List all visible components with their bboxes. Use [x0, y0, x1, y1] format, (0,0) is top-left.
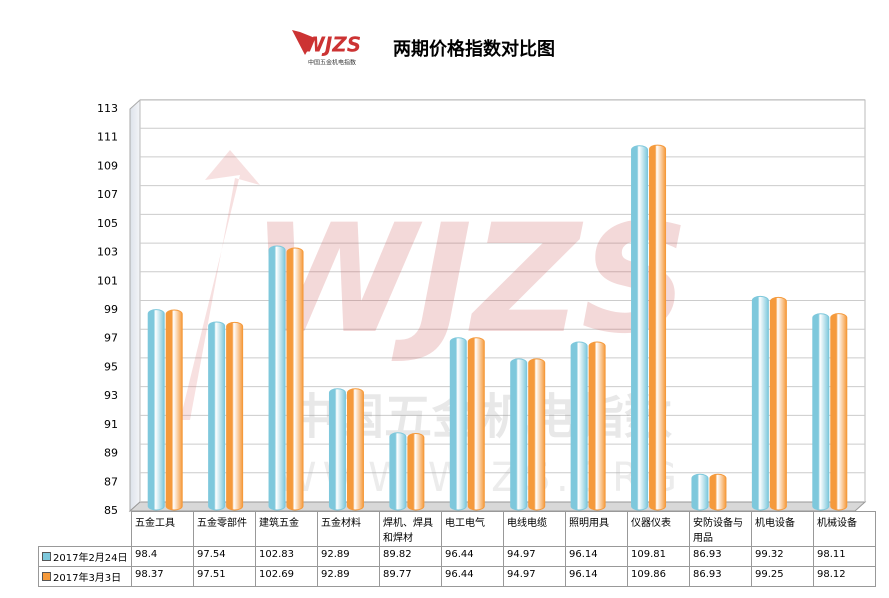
table-value: 102.69: [255, 566, 318, 587]
table-value: 92.89: [317, 546, 380, 567]
y-tick-label: 109: [97, 159, 118, 172]
table-value: 99.32: [751, 546, 814, 567]
table-value: 98.12: [813, 566, 876, 587]
bar: [812, 313, 830, 511]
table-value: 89.77: [379, 566, 442, 587]
x-tick-label: 五金工具: [131, 511, 194, 547]
bar: [147, 309, 165, 511]
bar: [286, 247, 304, 511]
table-value: 109.81: [627, 546, 690, 567]
legend-entry: 2017年3月3日: [38, 566, 132, 587]
bar: [208, 321, 226, 511]
x-tick-label: 五金零部件: [193, 511, 256, 547]
y-tick-label: 111: [97, 131, 118, 144]
y-tick-label: 87: [104, 475, 118, 488]
x-tick-label: 仪器仪表: [627, 511, 690, 547]
table-value: 96.14: [565, 546, 628, 567]
bar: [510, 358, 528, 511]
table-value: 97.54: [193, 546, 256, 567]
bar: [709, 473, 727, 511]
y-tick-label: 107: [97, 188, 118, 201]
table-corner: [39, 512, 132, 547]
bar: [751, 295, 769, 511]
x-tick-label: 建筑五金: [255, 511, 318, 547]
legend-swatch: [42, 572, 51, 581]
table-value: 96.44: [441, 566, 504, 587]
legend-label: 2017年3月3日: [53, 573, 122, 584]
table-value: 86.93: [689, 566, 752, 587]
bar: [346, 388, 364, 511]
legend-swatch: [42, 552, 51, 561]
bar: [649, 144, 667, 511]
chart-title: 两期价格指数对比图: [393, 38, 555, 60]
table-value: 94.97: [503, 566, 566, 587]
table-value: 98.4: [131, 546, 194, 567]
bar: [449, 337, 467, 511]
y-tick-label: 89: [104, 447, 118, 460]
y-tick-label: 97: [104, 332, 118, 345]
watermark-arrow: [180, 150, 260, 420]
bar: [389, 432, 407, 511]
table-row: 2017年3月3日 98.37 97.51 102.69 92.89 89.77 96.44…: [38, 566, 876, 587]
y-tick-label: 85: [104, 504, 118, 517]
bar: [631, 145, 649, 511]
bar: [769, 296, 787, 511]
y-tick-label: 105: [97, 217, 118, 230]
bar: [570, 341, 588, 511]
bar: [328, 388, 346, 511]
legend-entry: 2017年2月24日: [38, 546, 132, 567]
logo-icon: [292, 30, 315, 55]
x-tick-label: 电工电气: [441, 511, 504, 547]
table-value: 102.83: [255, 546, 318, 567]
bar: [691, 473, 709, 511]
bar: [467, 337, 485, 511]
y-tick-label: 91: [104, 418, 118, 431]
table-value: 92.89: [317, 566, 380, 587]
table-value: 96.14: [565, 566, 628, 587]
x-tick-label: 机械设备: [813, 511, 876, 547]
table-value: 99.25: [751, 566, 814, 587]
y-tick-label: 95: [104, 360, 118, 373]
bar: [407, 433, 425, 511]
legend-label: 2017年2月24日: [53, 553, 128, 564]
table-value: 89.82: [379, 546, 442, 567]
y-tick-label: 93: [104, 389, 118, 402]
watermark-brand: WJZS: [251, 193, 689, 367]
bar: [528, 358, 546, 511]
x-tick-label: 安防设备与用品: [689, 511, 752, 547]
bar: [830, 313, 848, 511]
table-value: 96.44: [441, 546, 504, 567]
x-tick-label: 焊机、焊具和焊材: [379, 511, 442, 547]
logo-name: 中国五金机电指数: [308, 59, 356, 67]
table-row: 五金工具 五金零部件 建筑五金 五金材料 焊机、焊具和焊材 电工电气 电线电缆 照明用具 仪器仪…: [39, 511, 876, 547]
table-value: 98.11: [813, 546, 876, 567]
x-tick-label: 五金材料: [317, 511, 380, 547]
data-table: 五金工具 五金零部件 建筑五金 五金材料 焊机、焊具和焊材 电工电气 电线电缆 照明用具 仪器仪…: [38, 511, 876, 587]
bar: [165, 309, 183, 511]
bar: [588, 341, 606, 511]
table-value: 86.93: [689, 546, 752, 567]
table-row: 2017年2月24日 98.4 97.54 102.83 92.89 89.82 96.44…: [38, 546, 876, 567]
y-tick-label: 99: [104, 303, 118, 316]
logo-brand: WJZS: [303, 33, 361, 57]
x-tick-label: 电线电缆: [503, 511, 566, 547]
y-tick-label: 113: [97, 102, 118, 115]
table-value: 97.51: [193, 566, 256, 587]
bar: [268, 245, 286, 511]
bar: [226, 321, 244, 511]
side-wall: [129, 98, 141, 513]
table-value: 98.37: [131, 566, 194, 587]
x-tick-label: 机电设备: [751, 511, 814, 547]
y-tick-label: 103: [97, 246, 118, 259]
table-value: 109.86: [627, 566, 690, 587]
x-tick-label: 照明用具: [565, 511, 628, 547]
table-value: 94.97: [503, 546, 566, 567]
y-tick-label: 101: [97, 274, 118, 287]
